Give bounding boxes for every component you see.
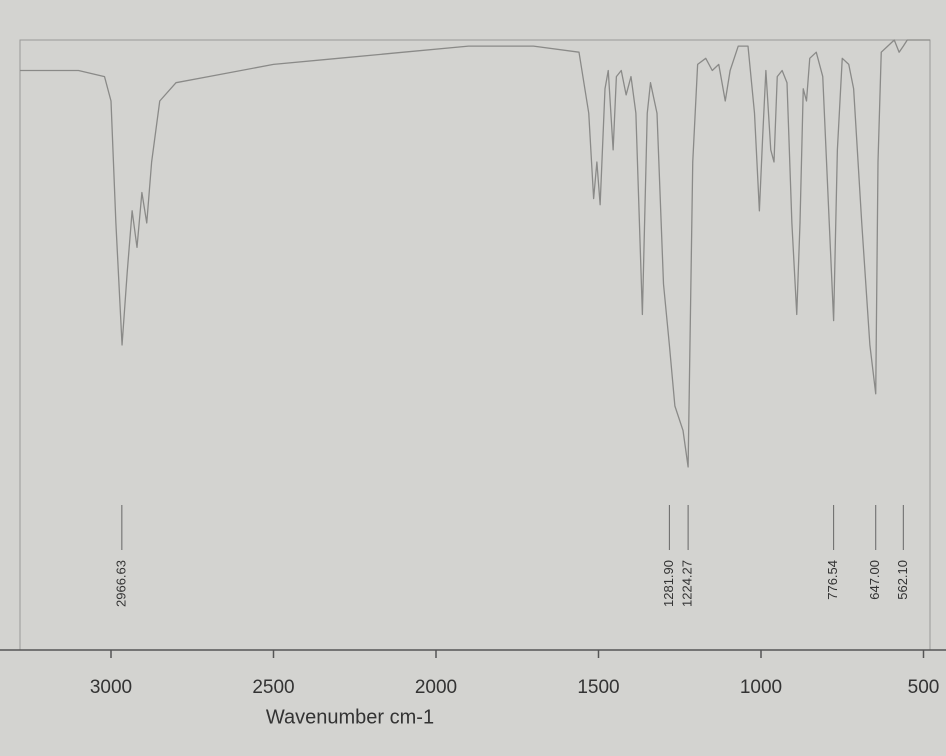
peak-label: 1224.27 [680,560,695,607]
peak-label: 562.10 [895,560,910,600]
x-tick-label: 2000 [415,677,457,698]
x-tick-label: 500 [908,677,940,698]
peak-label: 647.00 [867,560,882,600]
x-tick-label: 3000 [90,677,132,698]
peak-label: 2966.63 [113,560,128,607]
spectrum-line [20,39,930,468]
x-tick-label: 1000 [740,677,782,698]
x-axis-label: Wavenumber cm-1 [266,706,434,728]
peak-label: 776.54 [825,560,840,600]
x-tick-label: 1500 [577,677,619,698]
x-tick-label: 2500 [252,677,294,698]
peak-label: 1281.90 [661,560,676,607]
